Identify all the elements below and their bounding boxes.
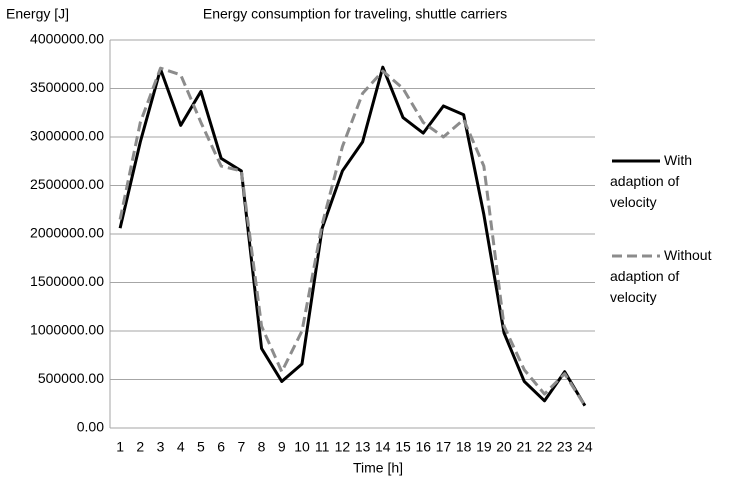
x-tick-label: 3	[157, 439, 165, 455]
x-tick-label: 11	[315, 439, 330, 455]
legend-entry: Without adaption of velocity	[610, 245, 728, 308]
x-tick-label: 19	[476, 439, 492, 455]
x-tick-label: 10	[294, 439, 310, 455]
legend-entry: With adaption of velocity	[610, 150, 728, 213]
x-tick-label: 2	[136, 439, 144, 455]
x-tick-label: 14	[375, 439, 391, 455]
y-tick-label: 1000000.00	[30, 322, 104, 338]
x-tick-label: 21	[516, 439, 532, 455]
x-tick-label: 15	[395, 439, 411, 455]
y-tick-label: 2000000.00	[30, 225, 104, 241]
y-tick-label: 0.00	[77, 419, 104, 435]
data-line	[118, 66, 587, 407]
y-axis-label: Energy [J]	[6, 6, 69, 22]
x-tick-label: 23	[557, 439, 573, 455]
chart-title: Energy consumption for traveling, shuttl…	[203, 6, 507, 22]
x-tick-label: 16	[415, 439, 431, 455]
x-tick-label: 22	[537, 439, 553, 455]
legend-label: With adaption of velocity	[610, 152, 692, 210]
x-tick-label: 17	[436, 439, 452, 455]
y-tick-label: 3500000.00	[30, 79, 104, 95]
data-line	[118, 65, 587, 407]
x-tick-label: 20	[496, 439, 512, 455]
legend-swatch	[612, 254, 660, 258]
y-tick-label: 500000.00	[38, 370, 104, 386]
y-tick-label: 2500000.00	[30, 176, 104, 192]
x-tick-label: 8	[258, 439, 266, 455]
x-tick-label: 18	[456, 439, 472, 455]
y-tick-label: 3000000.00	[30, 128, 104, 144]
x-tick-label: 13	[355, 439, 371, 455]
x-tick-label: 9	[278, 439, 286, 455]
x-tick-label: 4	[177, 439, 185, 455]
x-tick-label: 12	[335, 439, 351, 455]
x-tick-label: 1	[116, 439, 124, 455]
legend-label: Without adaption of velocity	[610, 247, 712, 305]
y-tick-label: 4000000.00	[30, 31, 104, 47]
legend-swatch	[612, 159, 660, 163]
y-tick-label: 1500000.00	[30, 273, 104, 289]
x-tick-label: 5	[197, 439, 205, 455]
x-tick-label: 7	[237, 439, 245, 455]
x-tick-label: 6	[217, 439, 225, 455]
x-axis-label: Time [h]	[353, 460, 403, 476]
x-tick-label: 24	[577, 439, 593, 455]
